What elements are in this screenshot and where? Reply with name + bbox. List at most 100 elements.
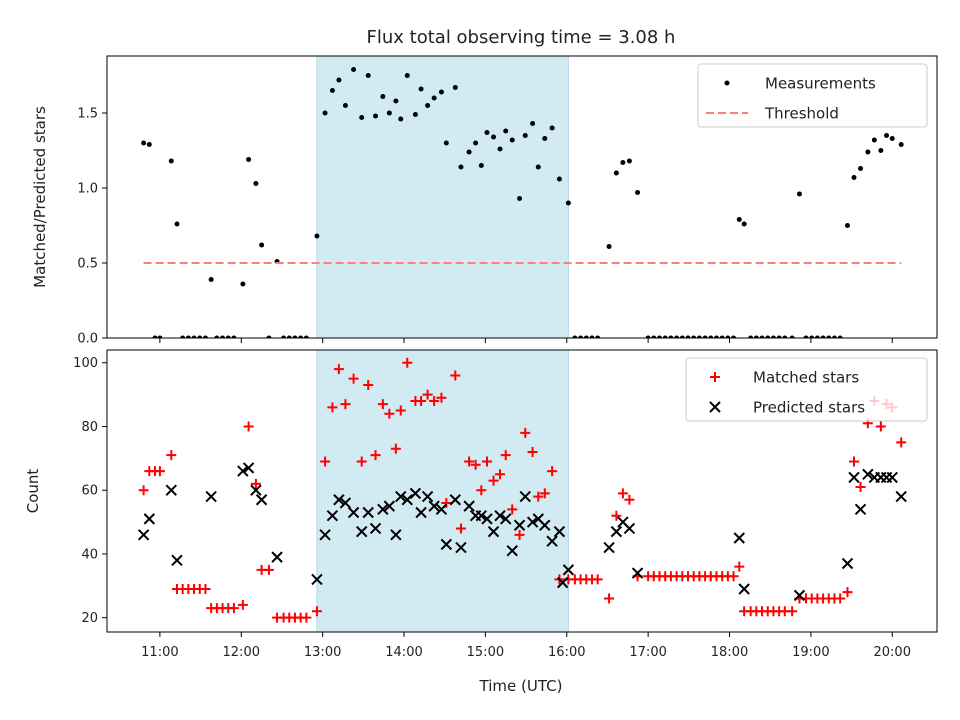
measurements-point (386, 110, 392, 116)
measurements-legend-marker (724, 80, 730, 86)
predicted-stars-point (362, 506, 374, 519)
measurements-point (691, 335, 697, 338)
predicted-stars-point (526, 516, 539, 528)
measurements-point (329, 88, 335, 93)
matched-stars-point (464, 456, 475, 467)
measurements-point (679, 335, 685, 338)
measurements-point (651, 335, 657, 338)
measurements-point (871, 137, 877, 143)
x-axis-label: Time (UTC) (479, 677, 563, 695)
predicted-stars-point (513, 519, 526, 531)
measurements-point (452, 85, 458, 90)
predicted-stars-point (355, 525, 368, 538)
measurements-point (225, 335, 231, 338)
measurements-point (865, 149, 871, 155)
x-tick-label: 12:00 (223, 645, 260, 660)
matched-stars-point (507, 504, 518, 515)
measurements-point (298, 335, 304, 338)
matched-stars-point (488, 475, 499, 486)
matched-stars-point (734, 561, 745, 572)
measurements-point (662, 335, 668, 338)
measurements-point (572, 335, 578, 338)
measurements-point (583, 335, 589, 338)
matched-stars-point (527, 446, 538, 457)
measurements-point (898, 142, 904, 147)
measurements-point (837, 335, 843, 338)
measurements-point (613, 170, 619, 176)
matched-stars-point (450, 370, 461, 381)
count-axes-frame (106, 349, 938, 633)
predicted-stars-point (415, 506, 427, 519)
predicted-stars-point (623, 522, 636, 535)
measurements-point (626, 158, 632, 164)
matched-stars-point (243, 421, 254, 432)
measurements-point (240, 281, 246, 287)
x-tick-label: 15:00 (467, 645, 504, 660)
measurements-point (191, 335, 197, 338)
predicted-stars-point (610, 525, 623, 538)
matched-stars-point (842, 587, 853, 598)
measurements-point (398, 116, 404, 122)
matched-stars-point (533, 491, 544, 502)
predicted-stars-point (738, 583, 750, 595)
x-tick-label: 13:00 (304, 645, 341, 660)
x-tick-label: 20:00 (874, 645, 911, 660)
measurements-point (542, 136, 548, 141)
measurements-point (713, 335, 719, 338)
matched-stars-point (333, 364, 344, 375)
ratio-panel: 0.0 0.5 1.0 1.5 Matched/Predicted stars Measu… (31, 55, 938, 347)
matched-stars-point (604, 593, 615, 604)
measurements-legend-label: Measurements (765, 75, 876, 93)
measurements-point (281, 335, 287, 338)
measurements-point (180, 335, 186, 338)
matched-stars-point (500, 450, 511, 461)
measurements-point (351, 67, 357, 72)
predicted-stars-point (733, 532, 745, 544)
measurements-point (620, 160, 626, 165)
measurements-point (214, 335, 220, 338)
count-legend: Matched stars Predicted stars (685, 357, 928, 422)
measurements-point (266, 335, 272, 338)
measurements-point (517, 196, 523, 201)
matched-stars-point (154, 466, 165, 477)
measurements-point (803, 335, 809, 338)
matched-stars-point (395, 405, 406, 416)
predicted-stars-point (333, 494, 345, 506)
measurements-point (725, 335, 731, 338)
measurements-point (809, 335, 815, 338)
measurements-point (530, 121, 536, 126)
predicted-stars-point (421, 490, 434, 503)
matched-stars-point (166, 450, 177, 461)
measurements-point (174, 221, 180, 227)
predicted-stars-point (171, 554, 183, 567)
matched-stars-point (849, 456, 859, 467)
matched-stars-point (263, 564, 274, 575)
measurements-point (231, 335, 237, 338)
measurements-point (753, 335, 759, 338)
measurements-point (246, 157, 252, 162)
matched-stars-point (611, 510, 622, 521)
ratio-axes-frame (106, 55, 938, 339)
measurements-point (418, 86, 424, 92)
measurements-point (314, 233, 320, 239)
matched-stars-point (520, 427, 531, 438)
predicted-stars-legend-label: Predicted stars (753, 399, 865, 417)
measurements-point (491, 134, 497, 140)
measurements-point (365, 73, 371, 78)
measurements-point (425, 103, 431, 108)
count-y-tick-label: 100 (73, 356, 98, 371)
measurements-point (668, 335, 674, 338)
predicted-stars-point (519, 490, 531, 503)
predicted-stars-point (862, 468, 874, 480)
matched-stars-point (356, 456, 367, 467)
matched-stars-point (539, 488, 550, 499)
measurements-point (719, 335, 725, 338)
measurements-point (731, 335, 737, 338)
predicted-stars-point (237, 465, 249, 477)
predicted-stars-point (556, 576, 569, 589)
matched-stars-point (363, 380, 374, 391)
predicted-stars-point (455, 541, 467, 554)
measurements-point (438, 89, 444, 95)
measurements-point (359, 115, 365, 120)
